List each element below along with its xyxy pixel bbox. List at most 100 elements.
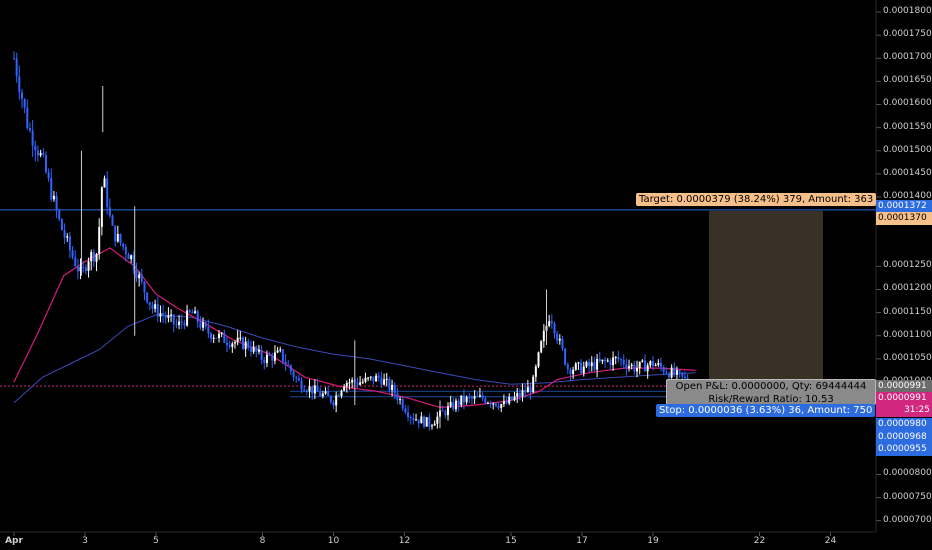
candle-body [268, 354, 271, 356]
candle-body [468, 396, 471, 398]
pnl-box: Open P&L: 0.0000000, Qty: 69444444 Risk/… [666, 379, 876, 405]
candle-body [316, 385, 319, 392]
candle-body [388, 378, 391, 390]
candle-body [683, 376, 686, 379]
candle-body [369, 376, 372, 378]
candle-body [462, 395, 465, 403]
candle-body [473, 396, 476, 399]
candle-body [55, 195, 58, 211]
candle-body [652, 361, 654, 367]
candle-body [204, 322, 207, 327]
candle-body [489, 402, 492, 405]
candle-body [553, 323, 556, 334]
candle-body [132, 255, 135, 270]
candle-body [183, 322, 186, 326]
candle-body [26, 107, 29, 129]
candle-body [332, 402, 335, 406]
current-price-tag: 0.0000991 [876, 392, 932, 405]
candle-body [431, 425, 434, 427]
candle-body [241, 337, 244, 350]
candle-body [636, 367, 639, 372]
candle-body [681, 372, 684, 377]
candle-body [633, 364, 636, 372]
candle-body [249, 347, 252, 352]
candle-body [532, 376, 535, 393]
candle-body [90, 252, 93, 262]
candle-body [223, 332, 226, 343]
candle-body [239, 337, 242, 339]
candle-body [247, 341, 250, 348]
candle-body [284, 361, 287, 365]
candle-body [162, 313, 165, 316]
y-tick-label: 0.0001750 [883, 29, 932, 40]
candle-body [255, 346, 258, 352]
candle-body [548, 321, 551, 326]
candle-body [15, 58, 18, 77]
candle-body [340, 390, 343, 396]
candle-body [577, 362, 580, 364]
candle-body [657, 363, 660, 365]
y-tick-label: 0.0000700 [883, 514, 932, 525]
candle-body [593, 362, 596, 370]
candle-body [380, 377, 383, 385]
candle-body [252, 346, 255, 352]
candle-body [172, 314, 175, 325]
y-tick-label: 0.0001100 [883, 329, 932, 340]
y-tick-label: 0.0001600 [883, 98, 932, 109]
candle-body [604, 359, 607, 362]
y-tick-label: 0.0001400 [883, 190, 932, 201]
candle-body [295, 377, 298, 379]
candle-body [108, 207, 111, 216]
candle-body [194, 311, 197, 314]
candle-body [106, 178, 109, 208]
candle-body [375, 375, 378, 382]
candle-body [87, 261, 90, 271]
candle-body [167, 314, 170, 318]
candle-body [82, 266, 85, 268]
x-tick-label: 19 [647, 536, 659, 546]
price-lines [0, 209, 876, 398]
candle-body [356, 382, 359, 385]
candle-body [465, 396, 468, 403]
candle-body [377, 375, 380, 378]
candle-body [537, 352, 540, 367]
candle-body [119, 234, 122, 244]
candle-body [311, 386, 314, 394]
candle-body [505, 401, 508, 404]
candle-body [417, 419, 420, 424]
candle-body [207, 326, 210, 334]
candle-body [305, 391, 308, 393]
candle-body [50, 178, 53, 200]
candle-body [625, 364, 628, 369]
candle-body [188, 310, 191, 312]
candle-body [303, 389, 306, 392]
candle-body [135, 269, 138, 279]
candle-body [202, 322, 205, 328]
candle-body [649, 361, 652, 366]
candle-body [170, 314, 173, 316]
y-tick-label: 0.0000800 [883, 468, 932, 479]
candle-body [612, 357, 615, 366]
candle-body [478, 395, 481, 397]
x-tick-label: 15 [505, 536, 517, 546]
y-tick-label: 0.0001250 [883, 260, 932, 271]
candle-body [534, 366, 537, 377]
candle-body [159, 313, 162, 317]
candle-body [95, 253, 98, 262]
y-tick-label: 0.0001150 [883, 306, 932, 317]
candle-body [263, 359, 266, 363]
stop-price-tag-1: 0.0000980 [876, 418, 932, 431]
candle-body [628, 366, 631, 369]
candle-body [287, 364, 290, 366]
candle-body [588, 361, 591, 367]
target-zone [709, 210, 823, 387]
candle-body [42, 152, 45, 155]
candle-body [47, 172, 50, 179]
candle-body [257, 349, 260, 352]
candle-body [199, 322, 202, 328]
candle-body [130, 255, 133, 260]
candle-body [244, 341, 247, 350]
candle-body [670, 367, 673, 378]
candle-body [28, 128, 31, 131]
